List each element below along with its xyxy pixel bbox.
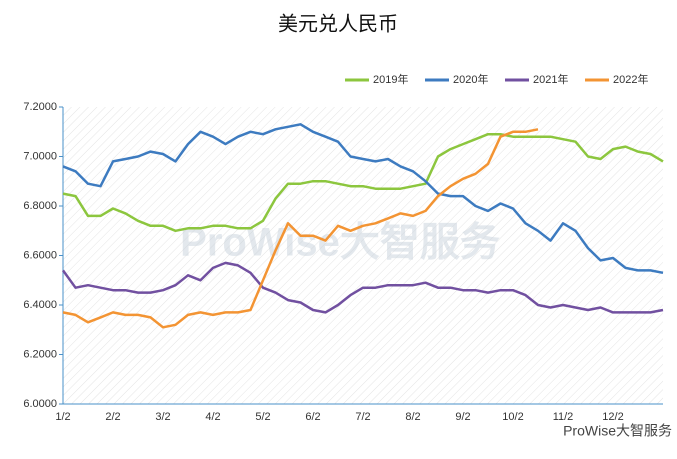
series-line — [62, 123, 664, 275]
y-tick-label: 7.0000 — [23, 150, 57, 162]
x-tick-label: 5/2 — [255, 411, 270, 423]
legend-label: 2020年 — [453, 72, 488, 86]
chart-title: 美元兑人民币 — [278, 12, 398, 35]
series-line — [61, 261, 664, 314]
y-tick-label: 6.6000 — [23, 249, 57, 261]
series-line — [62, 132, 664, 233]
x-tick-label: 3/2 — [155, 411, 170, 423]
footer: ProWise大智服务 — [563, 423, 672, 439]
y-tick-label: 6.8000 — [23, 200, 57, 212]
x-tick-label: 9/2 — [455, 411, 470, 423]
y-tick-label: 6.0000 — [23, 398, 57, 410]
x-tick-label: 12/2 — [602, 411, 623, 423]
y-tick-label: 6.2000 — [23, 348, 57, 360]
x-tick-label: 11/2 — [553, 411, 574, 423]
x-tick-label: 1/2 — [55, 411, 70, 423]
x-tick-label: 2/2 — [105, 411, 120, 423]
y-tick-label: 7.2000 — [23, 101, 57, 113]
legend-label: 2022年 — [613, 72, 648, 86]
legend-label: 2019年 — [373, 72, 408, 86]
x-tick-label: 7/2 — [355, 411, 370, 423]
series-line — [62, 128, 539, 329]
x-tick-label: 4/2 — [205, 411, 220, 423]
x-tick-label: 10/2 — [502, 411, 523, 423]
legend-label: 2021年 — [533, 72, 568, 86]
x-tick-label: 8/2 — [405, 411, 420, 423]
x-tick-label: 6/2 — [305, 411, 320, 423]
y-tick-label: 6.4000 — [23, 299, 57, 311]
plot-background — [63, 107, 663, 404]
